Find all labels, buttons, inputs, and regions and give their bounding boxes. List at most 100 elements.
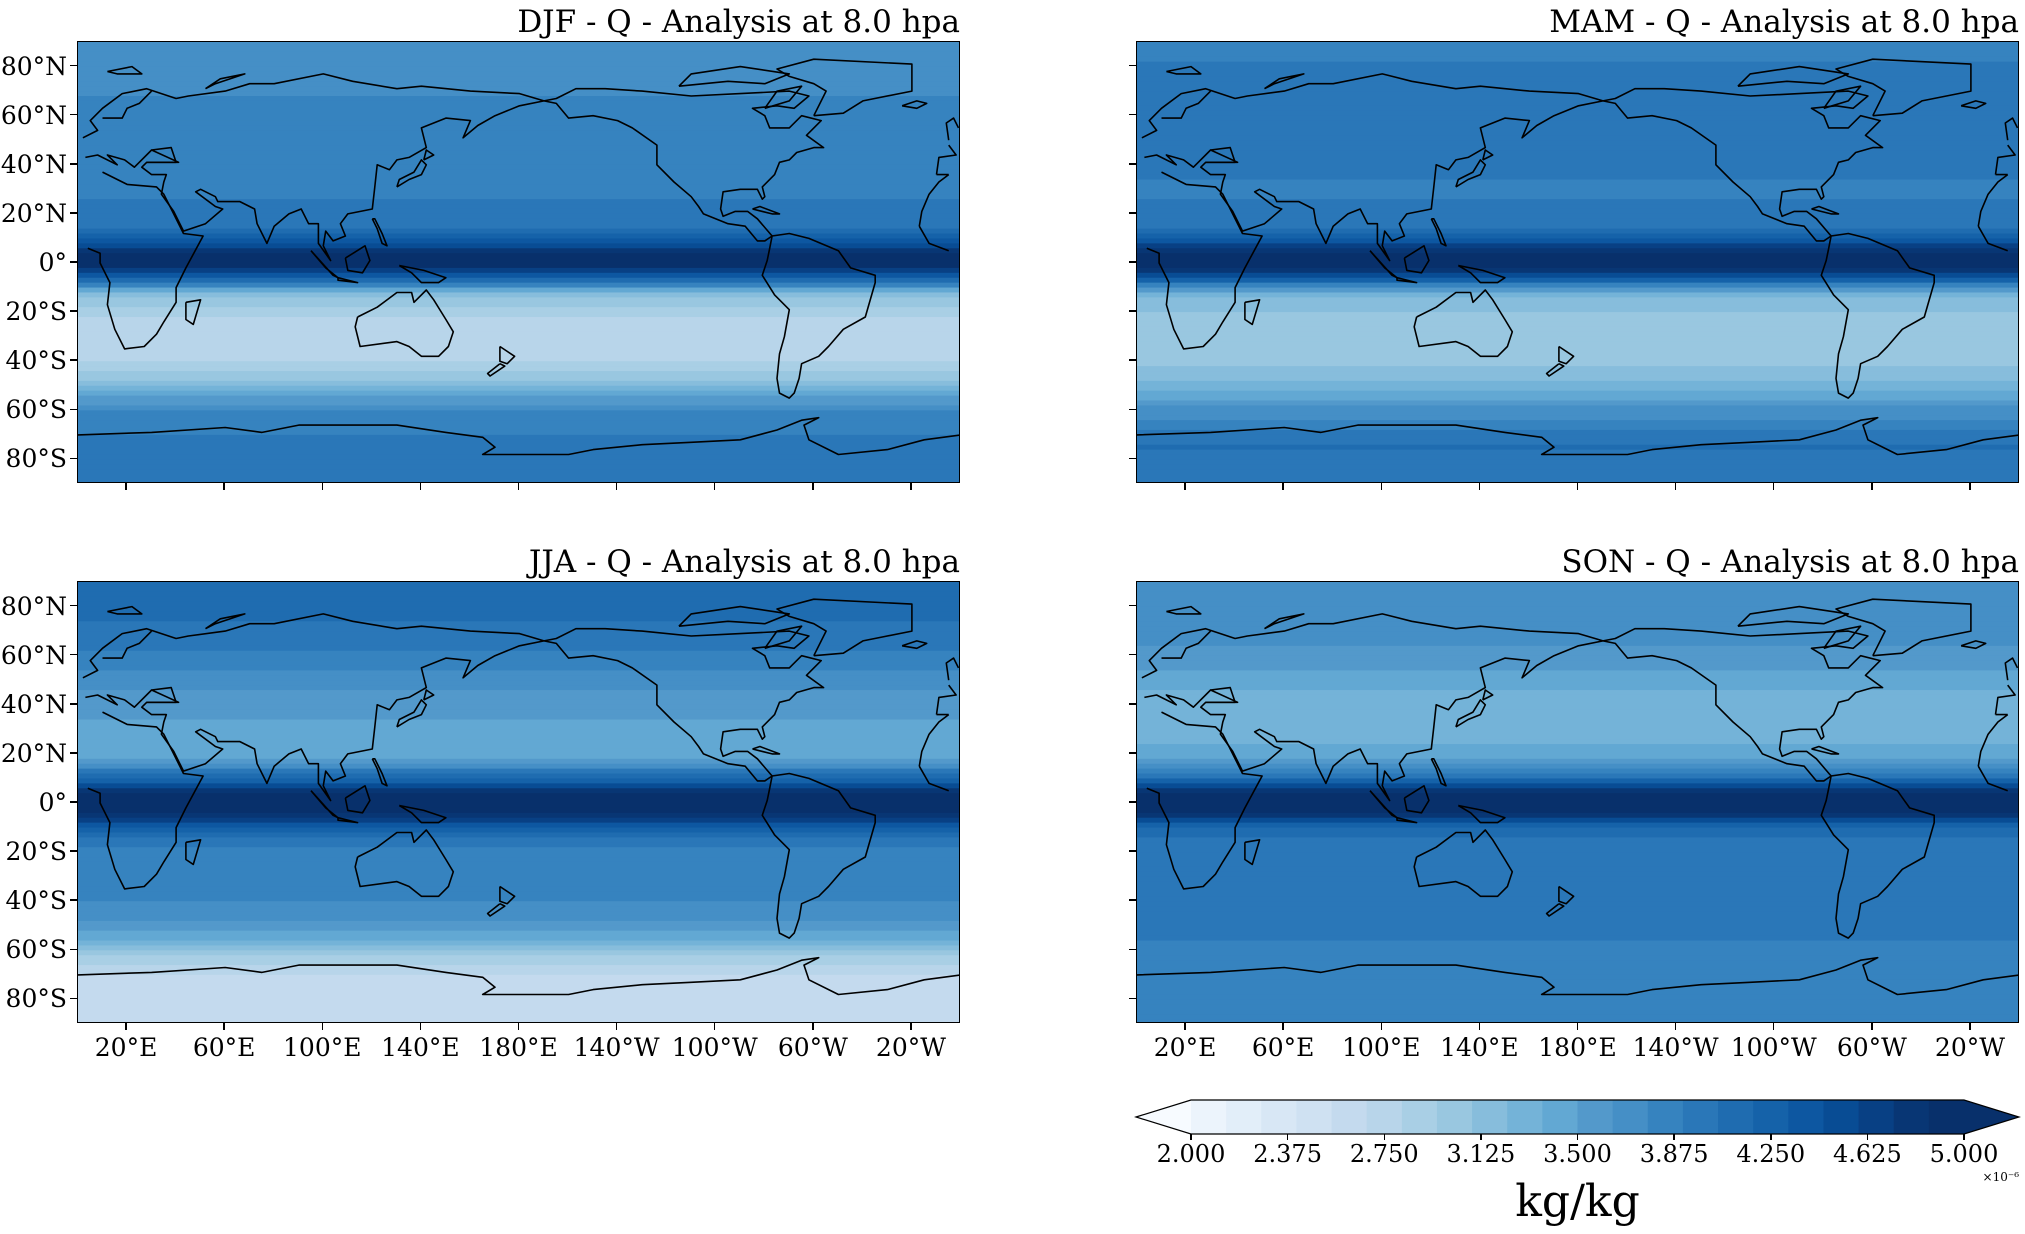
- lat-tick: [70, 261, 77, 263]
- lon-tick: [1380, 483, 1383, 490]
- field-band: [78, 783, 959, 790]
- field-band: [1137, 110, 2018, 117]
- field-band: [78, 1014, 959, 1021]
- lat-label: 20°S: [5, 297, 67, 327]
- lat-label: 0°: [38, 248, 67, 277]
- field-band: [1137, 881, 2018, 888]
- field-band: [78, 385, 959, 392]
- map-jja: [77, 581, 960, 1023]
- field-band: [1137, 243, 2018, 250]
- field-band: [78, 479, 959, 482]
- field-band: [1137, 81, 2018, 88]
- field-band: [1137, 817, 2018, 824]
- field-band: [78, 100, 959, 107]
- field-band: [78, 665, 959, 672]
- field-band: [78, 351, 959, 358]
- lon-label: 180°E: [479, 1033, 558, 1062]
- coastline: [1137, 956, 2018, 996]
- colorbar-tick-label: 3.125: [1446, 1140, 1516, 1168]
- colorbar-tick-label: 2.750: [1349, 1140, 1419, 1168]
- field-band: [78, 626, 959, 633]
- lat-tick: [1129, 359, 1136, 361]
- field-band: [1137, 474, 2018, 481]
- field-band: [78, 312, 959, 319]
- field-band: [78, 277, 959, 284]
- coastline: [2004, 117, 2018, 141]
- lat-tick: [1129, 64, 1136, 67]
- field-band: [1137, 827, 2018, 834]
- field-band: [1137, 346, 2018, 353]
- field-band: [1137, 130, 2018, 137]
- coastline: [337, 816, 359, 824]
- field-band: [1137, 194, 2018, 201]
- field-band: [78, 248, 959, 255]
- field-band: [78, 974, 959, 981]
- field-band: [78, 763, 959, 770]
- coastline: [1737, 65, 1850, 87]
- coastline: [776, 58, 913, 117]
- field-band: [78, 920, 959, 927]
- field-band: [78, 798, 959, 804]
- field-band: [78, 243, 959, 250]
- colorbar-level: [1928, 1100, 1965, 1134]
- field-band: [1137, 263, 2018, 269]
- coastline: [1146, 171, 2009, 350]
- lon-label: 100°W: [671, 1033, 758, 1062]
- field-band: [78, 994, 959, 1001]
- lat-tick: [1129, 801, 1136, 803]
- coastline: [344, 245, 371, 274]
- field-band: [1137, 591, 2018, 598]
- coastline: [87, 171, 950, 350]
- coastline: [1205, 146, 1236, 164]
- coastline: [371, 218, 388, 247]
- field-band: [78, 1004, 959, 1011]
- field-band: [1137, 459, 2018, 466]
- field-band: [1137, 925, 2018, 932]
- coastline: [1161, 630, 1212, 659]
- colorbar-canvas: [1134, 1099, 2021, 1135]
- field-band: [1137, 189, 2018, 196]
- field-band: [1137, 96, 2018, 102]
- colorbar-level: [1612, 1100, 1649, 1134]
- field-band: [1137, 341, 2018, 348]
- coastline: [1835, 58, 1972, 117]
- field-band: [78, 238, 959, 245]
- field-band: [1137, 1004, 2018, 1011]
- lat-tick: [70, 212, 77, 214]
- field-band: [1137, 640, 2018, 647]
- field-band: [1137, 1009, 2018, 1016]
- panel-title-mam: MAM - Q - Analysis at 8.0 hpa: [1549, 4, 2019, 40]
- map-canvas-son: [1137, 582, 2018, 1022]
- coastline: [1430, 758, 1447, 787]
- field-band: [78, 263, 959, 269]
- coastline: [1602, 87, 1884, 242]
- coastline: [1811, 205, 1840, 215]
- coastline: [761, 232, 876, 399]
- field-band: [1137, 204, 2018, 210]
- field-band: [1137, 174, 2018, 181]
- panel-title-jja: JJA - Q - Analysis at 8.0 hpa: [528, 544, 960, 580]
- coastline: [1166, 65, 1202, 75]
- field-band: [1137, 425, 2018, 431]
- colorbar-tick: [1286, 1134, 1289, 1140]
- field-band: [78, 837, 959, 844]
- field-band: [1137, 464, 2018, 471]
- field-band: [78, 287, 959, 294]
- lat-label: 0°: [38, 788, 67, 817]
- field-band: [1137, 405, 2018, 412]
- lat-tick: [70, 604, 77, 607]
- field-band: [78, 449, 959, 456]
- lon-tick: [125, 483, 127, 490]
- map-canvas-jja: [78, 582, 959, 1022]
- field-band: [78, 356, 959, 363]
- field-band: [1137, 886, 2018, 893]
- lon-tick: [1674, 483, 1677, 490]
- field-band: [1137, 616, 2018, 623]
- field-band: [78, 596, 959, 603]
- coastline: [1482, 689, 1494, 701]
- coastline: [1960, 100, 1987, 110]
- field-band: [78, 130, 959, 137]
- field-band: [78, 1009, 959, 1016]
- coastline: [337, 276, 359, 284]
- coastline: [1558, 345, 1575, 365]
